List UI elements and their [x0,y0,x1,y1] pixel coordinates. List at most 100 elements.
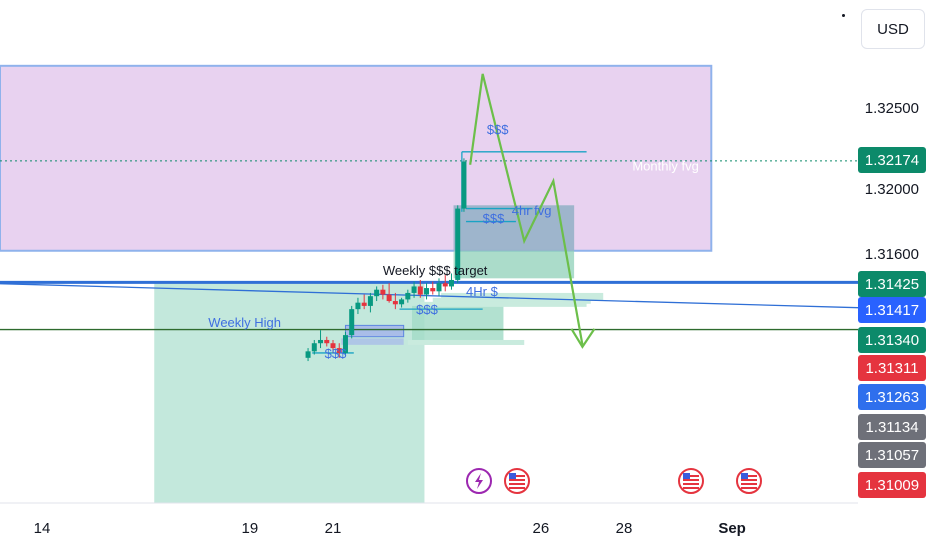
flag-stripe [509,487,525,489]
candle [311,343,317,352]
candle [448,279,454,287]
candle [461,161,467,209]
y-tick-label: 1.32500 [865,100,919,117]
candle [436,283,442,292]
candle [318,339,324,344]
weekly-high-label: Weekly High [208,315,281,330]
x-tick-label: 26 [533,520,550,537]
liquidity-strip [441,292,604,301]
candle [442,283,448,287]
candle [405,292,411,300]
candle [411,286,417,293]
candle [386,294,392,302]
candle [336,348,342,353]
us-flag-event-icon [504,468,530,494]
price-badge-label: 1.31009 [865,477,919,494]
price-badge-label: 1.31134 [865,419,918,436]
annotations-layer: Monthly fvg 4hr fvg $$$ $$$ Weekly $$$ targe… [208,73,762,494]
candle [361,302,367,306]
hr4-liquidity-label: 4Hr $ [466,284,499,299]
fvg-4hr-overlap [453,205,575,251]
liquidity-label-mid: $$$ [483,211,505,226]
price-badge [858,327,926,353]
flag-stripe [683,487,699,489]
earnings-event-icon [466,468,492,494]
candle [342,335,348,353]
price-badge-label: 1.32174 [865,152,919,169]
candle [392,301,398,305]
x-tick-label: Sep [718,520,746,537]
currency-button[interactable]: USD [861,9,925,49]
candle [430,288,436,292]
candle [380,289,386,295]
price-badge-label: 1.31417 [865,302,919,319]
weekly-target-label: Weekly $$$ target [383,263,488,278]
price-badge [858,297,926,323]
x-tick-label: 14 [34,520,51,537]
liquidity-label-bottom: $$$ [325,346,347,361]
price-badge [858,414,926,440]
flag-canton [509,473,516,479]
projection-path [469,73,584,346]
price-badge [858,472,926,498]
candle [330,343,336,349]
y-tick-label: 1.31600 [865,246,919,263]
menu-dot[interactable] [842,14,845,17]
x-tick-label: 19 [242,520,259,537]
price-badge [858,271,926,297]
candles-layer [305,158,467,362]
level-lines-layer [0,151,859,354]
candle [417,286,423,295]
candle [349,309,355,336]
flag-stripe [683,479,699,481]
projection-arrow [570,328,596,349]
price-badge [858,384,926,410]
price-badge [858,355,926,381]
price-badge-label: 1.31057 [865,447,919,464]
candle [399,299,405,305]
price-badge-label: 1.31263 [865,389,919,406]
flag-stripe [741,475,757,477]
price-badge-label: 1.31425 [865,276,919,293]
candle [367,296,373,306]
zones-layer [0,64,713,503]
flag-stripe [509,483,525,485]
us-flag-event-icon [736,468,762,494]
x-tick-label: 21 [325,520,342,537]
flag-canton [683,473,690,479]
price-badge-label: 1.31340 [865,332,919,349]
us-flag-event-icon [678,468,704,494]
weekly-range-zone [154,281,425,503]
price-badge [858,147,926,173]
candle [324,339,330,344]
monthly-fvg-label: Monthly fvg [632,158,698,173]
flag-stripe [741,487,757,489]
price-badge [858,442,926,468]
candle [374,289,380,297]
liquidity-strip [432,297,591,304]
candle [305,351,311,358]
liquidity-label-top: $$$ [487,122,509,137]
monthly-fvg-zone [0,64,713,252]
bolt-icon [475,473,483,489]
flag-canton [741,473,748,479]
order-block-box [344,324,405,338]
liquidity-label-low: $$$ [416,302,438,317]
x-tick-label: 28 [616,520,633,537]
fvg-4hr-label: 4hr fvg [512,203,552,218]
flag-stripe [509,479,525,481]
flag-stripe [741,483,757,485]
y-tick-label: 1.32000 [865,181,919,198]
candle [355,302,361,310]
candle [424,288,430,295]
axis-layer: 14 19 21 26 28 Sep 1.32500 1.32000 1.31600 1.3217… [0,100,926,537]
flag-stripe [509,475,525,477]
liquidity-strip [407,339,525,345]
price-badge-label: 1.31311 [865,360,918,377]
order-block-box [341,338,404,345]
flag-stripe [683,475,699,477]
liquidity-strip [420,301,587,307]
candle [455,208,461,280]
level-line-1-31417 [0,283,859,309]
